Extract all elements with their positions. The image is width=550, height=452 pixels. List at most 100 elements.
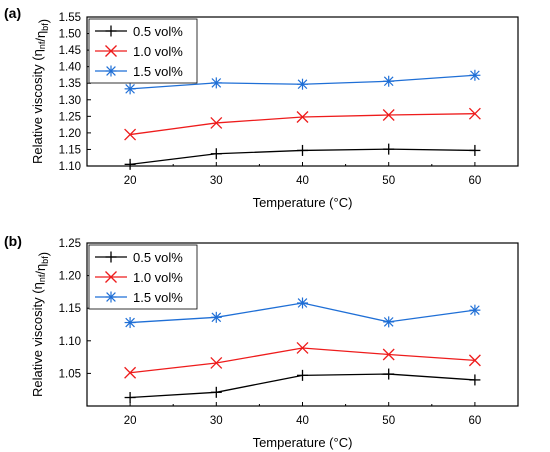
y-tick-label: 1.25 — [59, 238, 81, 250]
data-point — [382, 348, 395, 361]
data-point — [296, 111, 309, 123]
data-point-marker — [297, 79, 308, 90]
data-point — [297, 144, 308, 156]
data-point-marker — [211, 78, 222, 88]
data-point — [383, 75, 395, 87]
x-tick-label: 20 — [124, 415, 137, 427]
legend-label: 0.5 vol% — [133, 250, 183, 265]
x-tick-label: 40 — [296, 175, 309, 187]
y-tick-label: 1.10 — [59, 336, 81, 348]
x-tick-label: 50 — [382, 175, 395, 187]
data-point-marker — [125, 317, 135, 328]
data-point — [468, 354, 481, 367]
data-point-marker — [124, 366, 137, 379]
series-line-2 — [130, 347, 475, 374]
data-point — [297, 297, 308, 309]
legend-marker-stroke — [105, 271, 117, 283]
legend-label: 1.5 vol% — [133, 64, 183, 79]
data-point-marker — [468, 354, 481, 367]
legend-marker — [105, 271, 117, 283]
y-tick-label: 1.05 — [59, 368, 81, 380]
x-tick-label: 20 — [124, 175, 137, 187]
y-tick-label: 1.25 — [59, 111, 81, 123]
x-tick-label: 40 — [296, 415, 309, 427]
x-tick-label: 30 — [210, 175, 223, 187]
legend-marker — [105, 65, 117, 77]
panel-label: (a) — [4, 5, 21, 21]
data-point — [124, 366, 137, 379]
data-point — [296, 342, 309, 354]
data-point — [124, 158, 136, 170]
y-tick-label: 1.40 — [59, 62, 81, 74]
data-point — [469, 374, 481, 386]
x-axis-title: Temperature (°C) — [253, 195, 353, 210]
y-tick-label: 1.20 — [59, 271, 81, 283]
data-point-marker — [470, 305, 480, 315]
data-point-marker — [382, 348, 395, 361]
y-tick-label: 1.10 — [59, 161, 81, 173]
data-point-marker — [296, 111, 309, 123]
data-point — [124, 83, 136, 95]
x-tick-label: 60 — [469, 415, 482, 427]
data-point — [124, 317, 136, 329]
data-point — [124, 128, 137, 141]
legend-label: 1.0 vol% — [133, 270, 183, 285]
data-point — [124, 392, 136, 404]
data-point — [210, 148, 222, 160]
data-point-marker — [383, 76, 394, 87]
y-tick-label: 1.50 — [59, 29, 81, 41]
panel-label: (b) — [4, 233, 22, 249]
legend-label: 0.5 vol% — [133, 24, 183, 39]
data-point — [210, 386, 222, 398]
data-point-marker — [210, 116, 223, 129]
data-point — [469, 69, 481, 81]
data-point — [469, 304, 481, 316]
legend-marker — [105, 291, 117, 303]
data-point — [383, 143, 395, 155]
data-point — [383, 316, 395, 328]
data-point-marker — [382, 109, 395, 121]
y-tick-label: 1.15 — [59, 144, 81, 156]
legend-marker — [105, 25, 117, 37]
data-point — [469, 144, 481, 156]
data-point-marker — [470, 70, 480, 81]
y-tick-label: 1.20 — [59, 128, 81, 140]
data-point-marker — [383, 317, 394, 327]
legend-marker-stroke — [106, 66, 116, 76]
data-point — [210, 311, 222, 323]
x-tick-label: 60 — [469, 175, 482, 187]
y-tick-label: 1.55 — [59, 12, 81, 24]
data-point-marker — [211, 312, 222, 323]
data-point — [468, 107, 481, 120]
x-tick-label: 30 — [210, 415, 223, 427]
legend-label: 1.0 vol% — [133, 44, 183, 59]
y-axis-title: Relative viscosity (ηnf/ηbf) — [30, 252, 51, 397]
data-point — [210, 357, 223, 369]
data-point-marker — [124, 128, 137, 141]
y-tick-label: 1.45 — [59, 45, 81, 57]
data-point — [210, 116, 223, 129]
data-point — [297, 78, 308, 90]
legend-marker — [105, 45, 117, 57]
y-tick-label: 1.15 — [59, 303, 81, 315]
legend-label: 1.5 vol% — [133, 290, 183, 305]
data-point — [382, 109, 395, 121]
data-point-marker — [210, 357, 223, 369]
data-point-marker — [125, 84, 135, 94]
data-point — [383, 368, 395, 380]
x-tick-label: 50 — [382, 415, 395, 427]
data-point — [297, 369, 308, 381]
legend-marker-stroke — [106, 292, 116, 302]
x-axis-title: Temperature (°C) — [253, 435, 353, 450]
data-point-marker — [468, 107, 481, 120]
legend-marker — [105, 251, 117, 263]
data-point — [210, 77, 222, 89]
y-tick-label: 1.35 — [59, 78, 81, 90]
legend-marker-stroke — [105, 45, 117, 57]
y-axis-title: Relative viscosity (ηnf/ηbf) — [30, 19, 51, 164]
chart-panel-1: (a) 20 30 40 50 60 1.10 1.15 1.20 1.25 1.30 1.35 1.4… — [4, 5, 519, 210]
data-point-marker — [297, 298, 308, 308]
y-tick-label: 1.30 — [59, 95, 81, 107]
chart-panel-2: (b) 20 30 40 50 60 1.05 1.10 1.15 1.20 1.25 Tempera… — [4, 233, 519, 450]
